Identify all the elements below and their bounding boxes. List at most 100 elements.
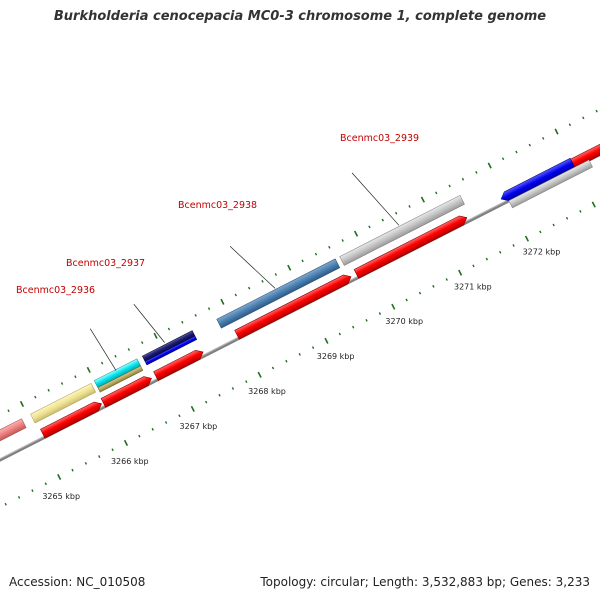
scale-tick: [352, 325, 355, 329]
scale-tick: [100, 361, 104, 365]
scale-tick: [338, 332, 341, 336]
page-title: Burkholderia cenocepacia MC0-3 chromosom…: [53, 9, 547, 24]
scale-tick: [378, 312, 382, 315]
scale-tick: [298, 353, 301, 356]
scale-tick: [420, 196, 425, 203]
scale-tick: [475, 171, 478, 174]
scale-tick: [151, 427, 154, 431]
scale-tick: [205, 400, 208, 404]
scale-tick: [245, 380, 248, 384]
scale-tick: [565, 216, 569, 220]
feature-pink[interactable]: [0, 418, 27, 443]
scale-tick: [190, 405, 195, 412]
scale-tick: [231, 387, 235, 390]
scale-tick: [247, 286, 251, 290]
scale-tick: [353, 230, 359, 237]
scale-tick: [328, 245, 331, 249]
scale-tick: [448, 184, 451, 188]
scale-tick: [153, 332, 158, 339]
cds-2940[interactable]: [353, 213, 469, 279]
scale-label: 3265 kbp: [42, 492, 80, 501]
scale-label: 3267 kbp: [180, 422, 218, 431]
gene-label-2938[interactable]: Bcenmc03_2938: [178, 200, 257, 211]
accession-text: Accession: NC_010508: [9, 575, 146, 589]
scale-tick: [485, 257, 489, 261]
gene-label-2939[interactable]: Bcenmc03_2939: [340, 133, 419, 144]
scale-tick: [435, 191, 438, 195]
cds-2937[interactable]: [100, 374, 154, 408]
scale-tick: [311, 346, 315, 349]
feature-blue-small[interactable]: [144, 335, 198, 366]
scale-tick: [461, 177, 465, 181]
scale-tick: [194, 314, 197, 317]
feature-olive[interactable]: [97, 365, 144, 393]
scale-tick: [582, 116, 585, 120]
gene-label-leader: [229, 246, 276, 289]
scale-tick: [57, 473, 62, 481]
scale-tick: [4, 502, 7, 506]
scale-tick: [487, 162, 492, 169]
scale-tick: [381, 218, 384, 222]
scale-tick: [167, 327, 171, 331]
scale-label: 3266 kbp: [111, 457, 149, 466]
map-track-group: 3265 kbp 3266 kbp 3267 kbp 3268 kbp 3269 kbp…: [0, 109, 600, 506]
cds-2936[interactable]: [40, 399, 103, 439]
cds-2939[interactable]: [234, 272, 354, 340]
scale-tick: [138, 434, 141, 438]
scale-label: 3272 kbp: [523, 247, 561, 256]
scale-tick: [34, 395, 37, 399]
scale-tick: [218, 393, 221, 397]
scale-tick: [542, 136, 545, 140]
gene-label-leader: [351, 172, 400, 226]
scale-label: 3271 kbp: [454, 282, 492, 291]
scale-tick: [257, 371, 262, 378]
scale-tick: [74, 375, 77, 379]
feature-grey-2939[interactable]: [339, 194, 465, 266]
scale-tick: [207, 307, 211, 310]
feature-khaki[interactable]: [30, 382, 96, 424]
scale-tick: [301, 259, 304, 263]
scale-tick: [595, 109, 598, 113]
scale-tick: [405, 298, 408, 302]
scale-tick: [261, 279, 264, 283]
cds-2938[interactable]: [153, 348, 206, 381]
scale-tick: [528, 143, 531, 147]
scale-tick: [458, 269, 463, 276]
scale-tick: [418, 291, 422, 295]
scale-tick: [60, 382, 64, 385]
scale-tick: [432, 284, 435, 288]
scale-tick: [178, 414, 181, 418]
scale-label: 3269 kbp: [317, 352, 355, 361]
scale-tick: [17, 496, 21, 499]
scale-tick: [512, 244, 515, 247]
scale-tick: [164, 421, 168, 424]
scale-tick: [84, 461, 88, 465]
gene-label-2936[interactable]: Bcenmc03_2936: [16, 285, 95, 296]
scale-tick: [220, 298, 225, 305]
genome-summary-text: Topology: circular; Length: 3,532,883 bp…: [260, 575, 590, 589]
gene-labels: [89, 172, 400, 371]
scale-tick: [324, 337, 329, 344]
scale-tick: [181, 320, 184, 324]
scale-tick: [368, 225, 371, 229]
scale-tick: [234, 293, 237, 297]
scale-ticks: 3265 kbp 3266 kbp 3267 kbp 3268 kbp 3269 kbp…: [4, 109, 598, 506]
scale-tick: [98, 455, 101, 458]
feature-steelblue[interactable]: [216, 258, 341, 329]
scale-tick: [111, 448, 114, 452]
scale-tick: [271, 366, 275, 370]
scale-tick: [408, 205, 411, 208]
gene-label-2937[interactable]: Bcenmc03_2937: [66, 258, 145, 269]
scale-tick: [445, 278, 448, 281]
scale-tick: [285, 359, 288, 363]
scale-tick: [31, 489, 34, 492]
scale-tick: [515, 150, 518, 154]
scale-tick: [501, 157, 505, 161]
feature-grey-right[interactable]: [508, 159, 593, 209]
scale-tick: [365, 318, 368, 322]
scale-tick: [7, 409, 10, 413]
scale-tick: [86, 366, 91, 373]
scale-tick: [472, 264, 475, 268]
scale-tick: [539, 230, 542, 234]
